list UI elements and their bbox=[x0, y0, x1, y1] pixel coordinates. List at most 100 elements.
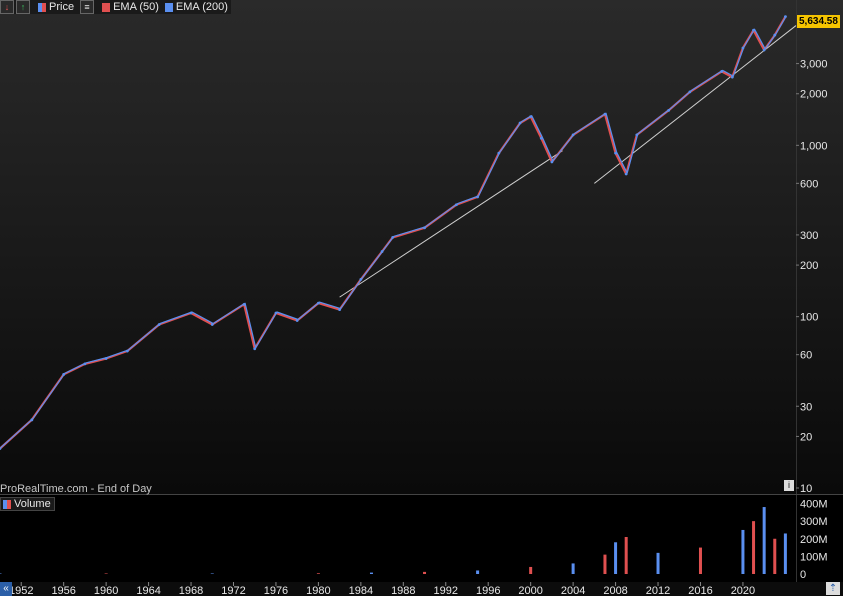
volume-bar bbox=[210, 573, 214, 574]
x-tick-label: 2000 bbox=[518, 585, 542, 596]
price-point bbox=[730, 75, 734, 79]
volume-bar bbox=[316, 573, 320, 574]
price-point bbox=[529, 115, 533, 119]
price-point bbox=[762, 48, 766, 52]
volume-tick-label: 400M bbox=[800, 499, 828, 511]
x-tick-label: 1960 bbox=[94, 585, 118, 596]
price-point bbox=[189, 311, 193, 315]
volume-bar bbox=[603, 554, 607, 574]
price-tick-label: 60 bbox=[800, 350, 812, 362]
price-point bbox=[359, 278, 363, 281]
price-tick-label: 2,000 bbox=[800, 89, 828, 101]
x-tick-label: 2012 bbox=[646, 585, 670, 596]
price-point bbox=[0, 447, 2, 450]
volume-label-text: Volume bbox=[14, 498, 51, 510]
price-swatch bbox=[38, 2, 46, 12]
trend-line bbox=[594, 25, 797, 184]
price-tick-label: 300 bbox=[800, 230, 818, 242]
x-tick-label: 1968 bbox=[179, 585, 203, 596]
watermark: ProRealTime.com - End of Day bbox=[0, 483, 152, 495]
price-point bbox=[157, 323, 161, 326]
price-point bbox=[571, 133, 575, 137]
price-point bbox=[391, 236, 395, 239]
price-panel-background bbox=[0, 0, 843, 494]
price-tick-label: 10 bbox=[800, 483, 812, 495]
volume-bar bbox=[614, 542, 618, 574]
ema50-swatch bbox=[102, 2, 111, 12]
price-point bbox=[242, 302, 246, 306]
price-point bbox=[635, 133, 639, 137]
volume-bar bbox=[423, 571, 427, 574]
x-axis: 1952 1956 1960 1964 1968 1972 1976 1980 1984 1988… bbox=[0, 582, 843, 596]
volume-bar bbox=[773, 538, 777, 574]
x-tick-label: 2016 bbox=[688, 585, 712, 596]
last-price-tag: 5,634.58 bbox=[797, 15, 840, 28]
volume-bar bbox=[741, 529, 745, 574]
price-point bbox=[688, 90, 692, 94]
toolbar-price-label[interactable]: Price bbox=[49, 1, 75, 13]
volume-bar bbox=[624, 537, 628, 574]
price-tick-label: 20 bbox=[800, 431, 812, 443]
price-point bbox=[210, 323, 214, 326]
x-tick-label: 1956 bbox=[51, 585, 75, 596]
info-icon[interactable]: i bbox=[784, 480, 794, 491]
toolbar-ema200-label[interactable]: EMA (200) bbox=[175, 1, 228, 13]
arrow-down-icon[interactable]: ↓ bbox=[0, 0, 14, 14]
scroll-left-icon[interactable]: « bbox=[0, 582, 12, 596]
volume-bar bbox=[369, 572, 373, 574]
price-point bbox=[752, 28, 755, 32]
list-icon[interactable]: ≡ bbox=[80, 0, 95, 14]
volume-bar bbox=[104, 573, 108, 574]
price-point bbox=[624, 172, 628, 176]
price-tick-label: 3,000 bbox=[800, 59, 828, 71]
price-tick-label: 1,000 bbox=[800, 140, 828, 152]
price-point bbox=[104, 357, 108, 360]
expand-up-icon[interactable]: ⇡ bbox=[826, 582, 840, 595]
price-tick-label: 600 bbox=[800, 178, 818, 190]
volume-swatch bbox=[3, 499, 11, 509]
x-tick-label: 1976 bbox=[264, 585, 288, 596]
x-tick-label: 1972 bbox=[221, 585, 245, 596]
arrow-up-icon[interactable]: ↑ bbox=[16, 0, 30, 14]
ema200-swatch bbox=[164, 2, 173, 12]
price-point bbox=[317, 301, 320, 305]
volume-panel-label: Volume bbox=[0, 497, 55, 511]
volume-panel-background bbox=[0, 495, 843, 582]
price-point bbox=[274, 311, 278, 315]
price-point bbox=[518, 121, 522, 125]
volume-y-axis: 0 100M 200M 300M 400M bbox=[800, 499, 828, 581]
volume-bar bbox=[656, 552, 660, 574]
volume-bar bbox=[762, 507, 766, 574]
x-tick-label: 1952 bbox=[9, 585, 33, 596]
volume-bar bbox=[698, 547, 702, 574]
toolbar-ema50-label[interactable]: EMA (50) bbox=[113, 1, 159, 13]
price-point bbox=[83, 362, 87, 366]
price-point bbox=[253, 347, 257, 351]
volume-bar bbox=[0, 573, 2, 574]
price-point bbox=[295, 319, 299, 322]
volume-bar bbox=[752, 521, 756, 574]
trend-line bbox=[339, 150, 563, 298]
price-point bbox=[603, 112, 607, 116]
volume-bars bbox=[0, 507, 787, 574]
volume-bar bbox=[529, 566, 533, 574]
price-point bbox=[454, 203, 458, 207]
x-tick-label: 2004 bbox=[561, 585, 585, 596]
x-tick-label: 1984 bbox=[349, 585, 373, 596]
price-line-ema200 bbox=[0, 15, 787, 448]
price-point bbox=[497, 151, 501, 155]
volume-bar bbox=[783, 533, 787, 574]
x-tick-label: 2020 bbox=[731, 585, 755, 596]
price-point bbox=[62, 373, 66, 376]
price-point bbox=[423, 226, 426, 230]
price-point bbox=[30, 418, 34, 422]
x-tick-label: 1992 bbox=[434, 585, 458, 596]
price-point bbox=[380, 250, 384, 253]
price-tick-label: 30 bbox=[800, 401, 812, 413]
x-axis-background bbox=[0, 582, 843, 596]
price-point bbox=[476, 195, 479, 199]
x-tick-label: 1988 bbox=[391, 585, 415, 596]
price-tick-label: 100 bbox=[800, 312, 818, 324]
price-point bbox=[741, 46, 745, 50]
